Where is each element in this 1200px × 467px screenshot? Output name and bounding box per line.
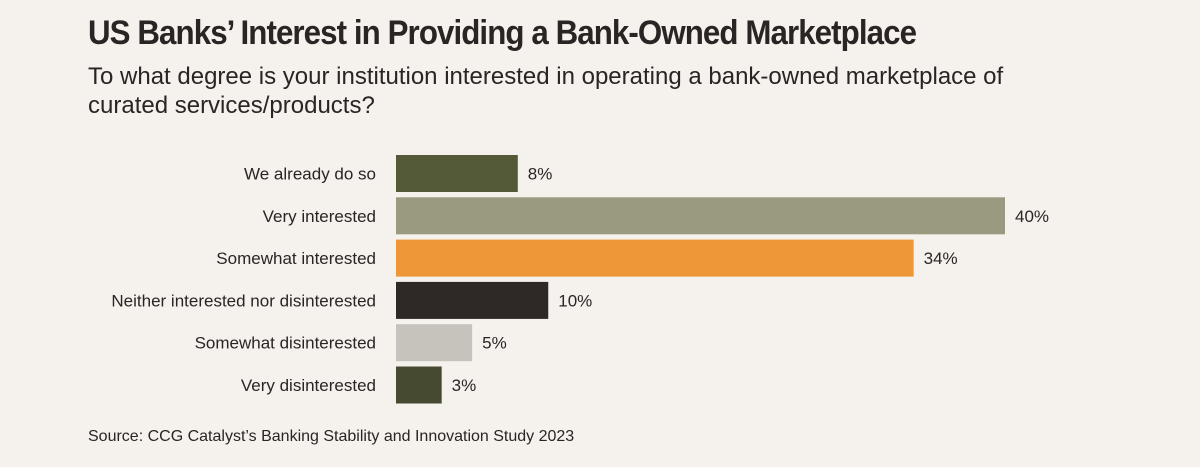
bar xyxy=(396,324,473,362)
data-label: 8% xyxy=(528,165,553,184)
bar xyxy=(396,239,914,277)
bar xyxy=(396,281,549,319)
category-label: Very disinterested xyxy=(241,376,376,395)
bar xyxy=(396,155,518,192)
data-label: 3% xyxy=(452,376,477,395)
category-label: Somewhat interested xyxy=(216,249,376,268)
category-label: Somewhat disinterested xyxy=(195,334,376,353)
chart-title: US Banks’ Interest in Providing a Bank-O… xyxy=(88,14,917,52)
bar xyxy=(396,197,1005,235)
category-label: Very interested xyxy=(263,207,376,226)
source-note: Source: CCG Catalyst’s Banking Stability… xyxy=(88,428,575,445)
data-label: 40% xyxy=(1015,207,1049,226)
data-label: 34% xyxy=(924,249,958,268)
data-label: 5% xyxy=(482,334,507,353)
category-label: We already do so xyxy=(244,165,376,184)
chart-subtitle: To what degree is your institution inter… xyxy=(88,63,1004,119)
bar xyxy=(396,366,442,404)
data-label: 10% xyxy=(558,291,592,310)
category-label: Neither interested nor disinterested xyxy=(111,291,376,310)
